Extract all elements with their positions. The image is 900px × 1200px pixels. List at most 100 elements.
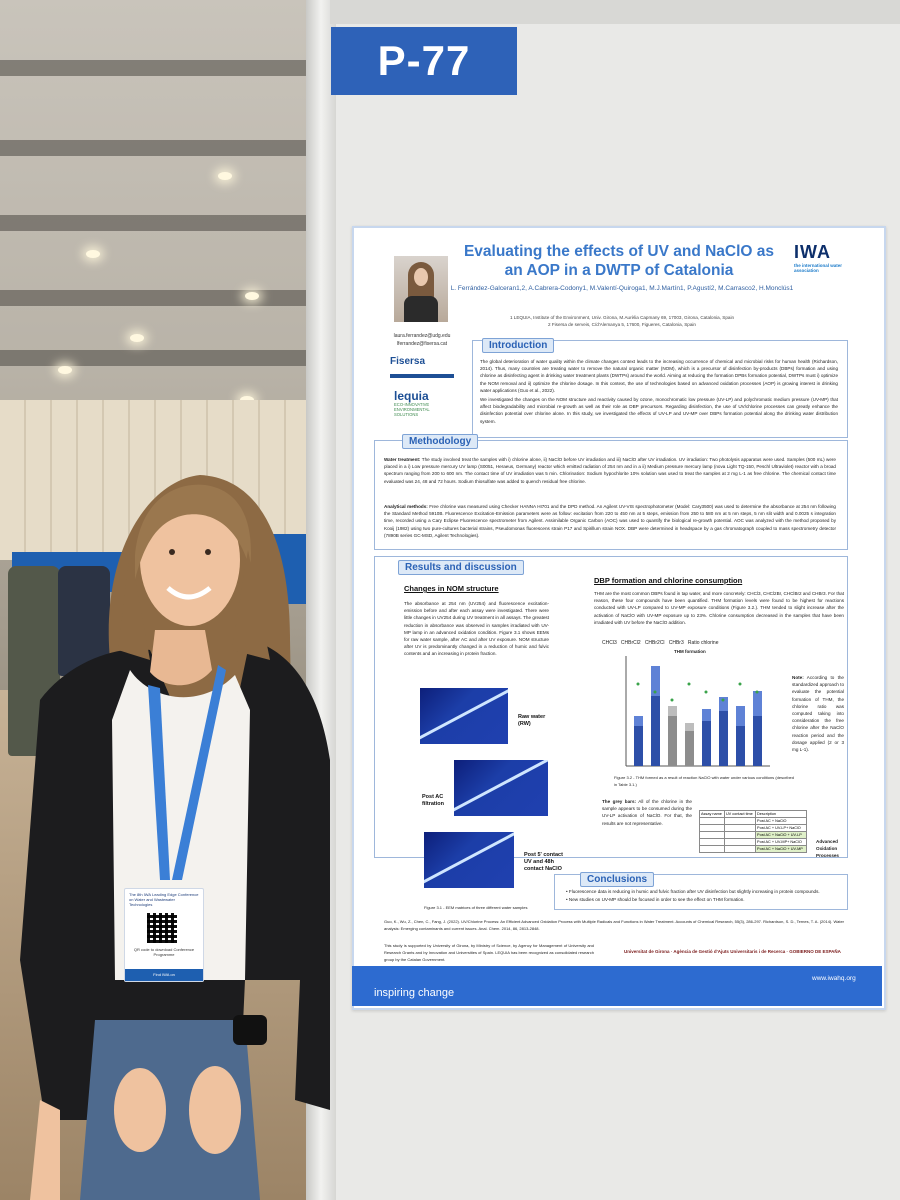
- poster-authors: L. Ferrández-Galceran1,2, A.Cabrera-Codo…: [450, 285, 794, 292]
- iwa-logo: IWA the international water association: [794, 242, 843, 273]
- conclusion-item: • Fluorescence data is reducing in humic…: [566, 889, 820, 894]
- chart-ratio-point: [653, 690, 657, 694]
- ceiling-light: [58, 366, 72, 374]
- eem-caption: Figure 3.1 - EEM matrices of three diffe…: [424, 905, 528, 910]
- poster-footer: [352, 966, 882, 1006]
- chart-ratio-point: [670, 698, 674, 702]
- qr-code-icon: [147, 913, 177, 943]
- introduction-section: [472, 340, 848, 438]
- assay-table: Assay name UV contact time Description Pos…: [699, 810, 807, 853]
- badge-footer: Find IWA on: [125, 969, 203, 981]
- funding-text: This study is supported by University of…: [384, 943, 594, 963]
- chart-bar: [753, 691, 762, 716]
- jeans: [80, 1020, 260, 1200]
- methodology-heading: Methodology: [402, 434, 479, 449]
- chart-ratio-point: [687, 682, 691, 686]
- presenter: [20, 475, 330, 1200]
- hand: [114, 1068, 166, 1152]
- methodology-text: Water treatment: The study involved trea…: [384, 457, 836, 484]
- nom-heading: Changes in NOM structure: [404, 584, 499, 593]
- methodology-section: [374, 440, 848, 550]
- neck: [150, 630, 212, 686]
- chart-ratio-point: [636, 682, 640, 686]
- chart-ratio-point: [738, 682, 742, 686]
- smartwatch: [233, 1015, 267, 1045]
- eem-post-ac: [454, 760, 548, 816]
- introduction-heading: Introduction: [482, 338, 555, 353]
- chart-bar: [736, 726, 745, 766]
- chart-note: Note: According to the standardized appr…: [792, 675, 844, 753]
- introduction-text: The global deterioration of water qualit…: [480, 359, 838, 393]
- eem-label-post-ac: Post AC filtration: [422, 794, 444, 807]
- ceiling-beam: [0, 290, 330, 306]
- eem-raw-water: [420, 688, 508, 744]
- eye: [169, 549, 175, 555]
- arm: [30, 1100, 60, 1200]
- fisersa-logo: Fisersa: [390, 356, 454, 378]
- hair-fringe: [135, 484, 251, 580]
- chart-ratio-point: [704, 690, 708, 694]
- conclusion-item: • New studies on UV-MP should be focused…: [566, 897, 745, 902]
- funding-logos: Universitat de Girona · Agència de Gesti…: [624, 949, 841, 954]
- ceiling-beam: [0, 350, 330, 366]
- eem-label-raw: Raw water (RW): [518, 714, 546, 727]
- chart-title: THM formation: [674, 649, 706, 654]
- thm-bar-chart: [625, 656, 770, 767]
- chart-ratio-point: [721, 698, 725, 702]
- chart-bar: [634, 726, 643, 766]
- ceiling-light: [86, 250, 100, 258]
- chart-bar: [719, 711, 728, 766]
- references: Guo, K., Wu, Z., Chen, C., Fang, J. (202…: [384, 919, 844, 932]
- nom-text: The absorbance at 254 nm (UV254) and flu…: [404, 601, 549, 657]
- chart-bar: [736, 706, 745, 726]
- ceiling-beam: [0, 60, 330, 76]
- ceiling-light: [245, 292, 259, 300]
- chart-ratio-point: [755, 690, 759, 694]
- chart-bar: [685, 723, 694, 731]
- chart-bar: [702, 709, 711, 721]
- poster-affiliations: 1 LEQUIA, Institute of the Environment, …: [509, 315, 735, 327]
- table-side-label: Advanced Oxidation Processes: [816, 839, 839, 859]
- dbp-heading: DBP formation and chlorine consumption: [594, 576, 743, 585]
- chart-bar: [668, 716, 677, 766]
- chart-bar: [702, 721, 711, 766]
- board-top-rail: [330, 0, 900, 24]
- dbp-text: THM are the most common DBPs found in ta…: [594, 591, 844, 625]
- chart-bar: [668, 706, 677, 716]
- smile: [166, 586, 212, 600]
- footer-slogan: inspiring change: [374, 987, 455, 999]
- footer-url: www.iwahq.org: [812, 975, 856, 982]
- chart-bar: [634, 716, 643, 726]
- ceiling-light: [218, 172, 232, 180]
- author-emails: laura.ferrandez@udg.edu lferrandez@fiser…: [393, 333, 451, 347]
- conclusions-heading: Conclusions: [580, 872, 655, 887]
- poster-title: Evaluating the effects of UV and NaClO a…: [463, 243, 775, 279]
- introduction-text-2: We investigated the changes on the NOM s…: [480, 397, 838, 424]
- grey-bars-note: The grey bars: All of the chlorine in th…: [602, 799, 692, 826]
- poster-number: P-77: [331, 27, 517, 95]
- ceiling-beam: [0, 215, 330, 231]
- lanyard-right: [172, 665, 226, 880]
- ceiling-beam: [0, 140, 330, 156]
- chart-legend: CHCl3 CHBrCl2 CHBr2Cl CHBr3 Ratio chlori…: [602, 640, 719, 646]
- chart-caption: Figure 3.2 - THM formed as a result of r…: [614, 775, 794, 788]
- chart-bar: [651, 666, 660, 696]
- analytical-methods-text: Analytical methods: Free chlorine was me…: [384, 504, 836, 538]
- eem-label-post-uv: Post 5' contact UV and 48h contact NaClO: [524, 852, 563, 872]
- badge-event: The 8th IWA Leading Edge Conference on W…: [129, 892, 199, 907]
- results-heading: Results and discussion: [398, 560, 524, 575]
- chart-bar: [685, 731, 694, 766]
- ceiling-light: [130, 334, 144, 342]
- hand: [189, 1066, 241, 1154]
- lanyard-left: [148, 685, 170, 880]
- chart-bar: [753, 716, 762, 766]
- eye: [205, 549, 211, 555]
- author-photo: [394, 256, 448, 322]
- scientific-poster: Evaluating the effects of UV and NaClO a…: [352, 226, 886, 1010]
- chart-bar: [719, 697, 728, 711]
- chart-bar: [651, 696, 660, 766]
- face: [140, 494, 240, 626]
- lequia-logo: lequia ECO-INNOVATIVE ENVIRONMENTAL SOLU…: [394, 389, 430, 417]
- conference-badge: The 8th IWA Leading Edge Conference on W…: [124, 888, 204, 982]
